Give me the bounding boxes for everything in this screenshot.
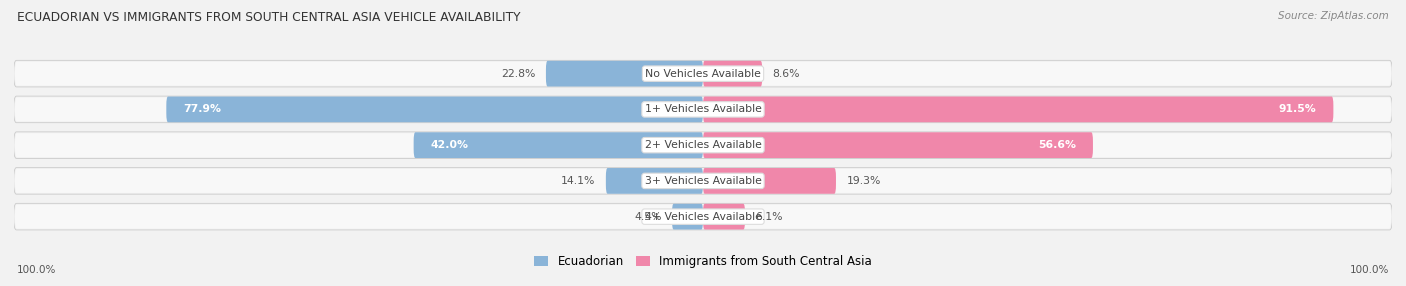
FancyBboxPatch shape	[14, 132, 1392, 158]
FancyBboxPatch shape	[703, 132, 1092, 158]
Text: 8.6%: 8.6%	[772, 69, 800, 79]
FancyBboxPatch shape	[14, 96, 1392, 122]
Text: 4+ Vehicles Available: 4+ Vehicles Available	[644, 212, 762, 222]
Text: 3+ Vehicles Available: 3+ Vehicles Available	[644, 176, 762, 186]
FancyBboxPatch shape	[14, 168, 1392, 194]
FancyBboxPatch shape	[703, 168, 837, 194]
Text: 6.1%: 6.1%	[755, 212, 783, 222]
Text: Source: ZipAtlas.com: Source: ZipAtlas.com	[1278, 11, 1389, 21]
FancyBboxPatch shape	[14, 204, 1392, 229]
FancyBboxPatch shape	[672, 204, 703, 229]
FancyBboxPatch shape	[703, 61, 762, 86]
Text: 77.9%: 77.9%	[184, 104, 222, 114]
FancyBboxPatch shape	[14, 132, 1392, 158]
FancyBboxPatch shape	[166, 96, 703, 122]
FancyBboxPatch shape	[14, 61, 1392, 86]
Text: 91.5%: 91.5%	[1278, 104, 1316, 114]
FancyBboxPatch shape	[14, 61, 1392, 86]
Text: 2+ Vehicles Available: 2+ Vehicles Available	[644, 140, 762, 150]
Text: 14.1%: 14.1%	[561, 176, 596, 186]
Text: 19.3%: 19.3%	[846, 176, 880, 186]
Text: 4.5%: 4.5%	[634, 212, 662, 222]
Text: 100.0%: 100.0%	[17, 265, 56, 275]
FancyBboxPatch shape	[14, 168, 1392, 194]
Text: No Vehicles Available: No Vehicles Available	[645, 69, 761, 79]
FancyBboxPatch shape	[14, 204, 1392, 229]
FancyBboxPatch shape	[703, 204, 745, 229]
FancyBboxPatch shape	[606, 168, 703, 194]
Text: 56.6%: 56.6%	[1038, 140, 1076, 150]
Text: 1+ Vehicles Available: 1+ Vehicles Available	[644, 104, 762, 114]
FancyBboxPatch shape	[546, 61, 703, 86]
FancyBboxPatch shape	[703, 96, 1333, 122]
Legend: Ecuadorian, Immigrants from South Central Asia: Ecuadorian, Immigrants from South Centra…	[529, 250, 877, 273]
Text: 100.0%: 100.0%	[1350, 265, 1389, 275]
Text: 22.8%: 22.8%	[501, 69, 536, 79]
FancyBboxPatch shape	[14, 96, 1392, 122]
FancyBboxPatch shape	[413, 132, 703, 158]
Text: 42.0%: 42.0%	[430, 140, 468, 150]
Text: ECUADORIAN VS IMMIGRANTS FROM SOUTH CENTRAL ASIA VEHICLE AVAILABILITY: ECUADORIAN VS IMMIGRANTS FROM SOUTH CENT…	[17, 11, 520, 24]
